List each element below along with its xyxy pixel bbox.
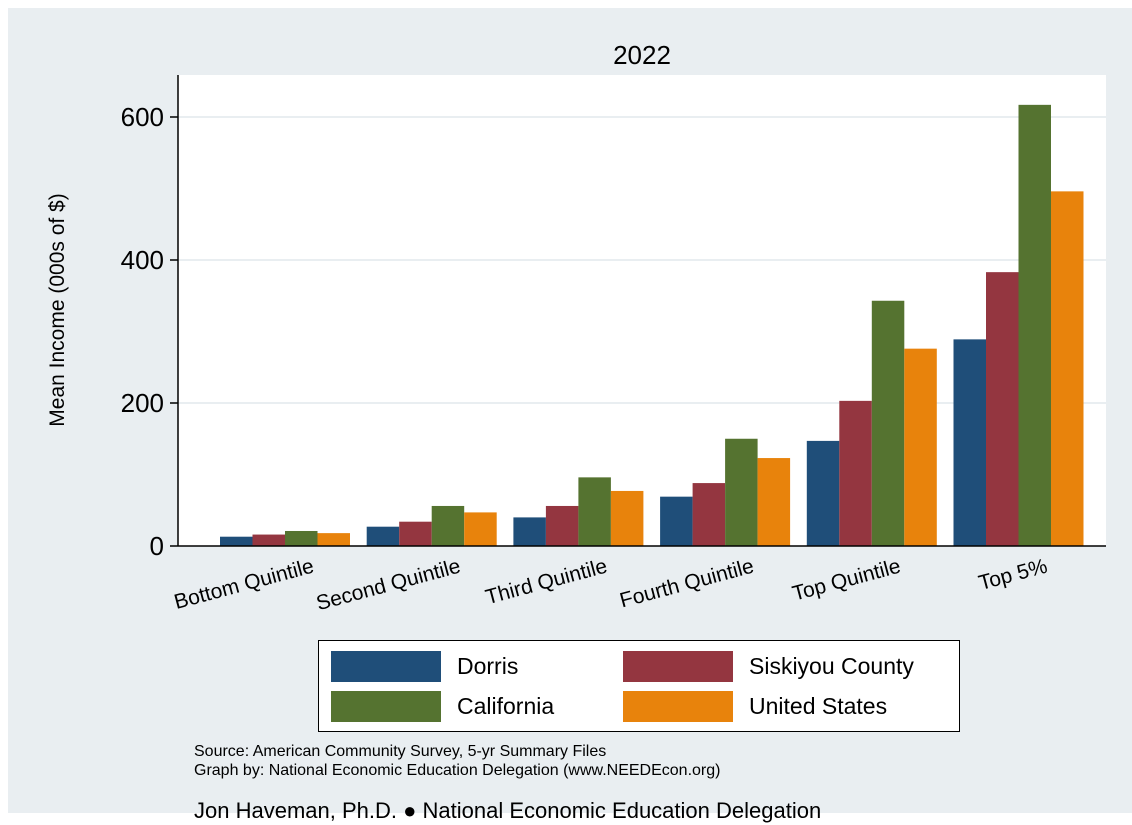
bar	[1051, 191, 1084, 547]
bar	[692, 483, 726, 546]
plot-area	[178, 75, 1106, 546]
legend-item-dorris: Dorris	[331, 651, 518, 682]
bar	[464, 512, 497, 546]
x-tick-label: Top Quintile	[790, 555, 903, 606]
bar	[317, 533, 350, 546]
bar	[904, 348, 937, 546]
legend-item-california: California	[331, 691, 554, 722]
bar	[871, 300, 905, 546]
y-tick-label: 400	[121, 245, 164, 275]
bar	[1018, 104, 1051, 546]
x-tick-label: Top 5%	[976, 555, 1050, 595]
bar	[757, 458, 791, 546]
bar	[399, 521, 432, 546]
bar	[953, 339, 986, 546]
bar	[660, 496, 693, 546]
legend-swatch	[623, 691, 733, 722]
x-tick-label: Third Quintile	[483, 555, 610, 610]
legend-swatch	[331, 691, 441, 722]
footer-text: Jon Haveman, Ph.D. ● National Economic E…	[194, 798, 822, 823]
y-tick-label: 600	[121, 102, 164, 132]
bar	[610, 490, 644, 546]
y-tick-label: 0	[150, 531, 164, 561]
bar	[986, 272, 1019, 546]
bar	[839, 400, 872, 546]
bar	[545, 505, 579, 546]
bar	[366, 526, 400, 546]
bar	[431, 505, 465, 546]
y-tick-label: 200	[121, 388, 164, 418]
x-tick-label: Second Quintile	[314, 555, 463, 616]
legend-swatch	[623, 651, 733, 682]
bar	[285, 530, 318, 546]
legend-item-siskiyou: Siskiyou County	[623, 651, 914, 682]
legend-item-united-states: United States	[623, 691, 887, 722]
legend-label: United States	[749, 693, 888, 719]
x-tick-label: Fourth Quintile	[617, 555, 756, 613]
bar	[252, 534, 285, 546]
bar	[220, 536, 253, 546]
bar	[806, 440, 840, 546]
bar	[725, 438, 758, 546]
legend-label: Dorris	[457, 653, 519, 679]
source-line: Source: American Community Survey, 5-yr …	[194, 743, 607, 760]
bar	[513, 517, 546, 546]
legend-label: California	[457, 693, 555, 719]
legend-swatch	[331, 651, 441, 682]
chart-title: 2022	[613, 40, 671, 70]
legend-label: Siskiyou County	[749, 653, 914, 679]
x-tick-label: Bottom Quintile	[172, 555, 317, 614]
credit-line: Graph by: National Economic Education De…	[194, 762, 721, 779]
legend: Dorris Siskiyou County California United…	[318, 640, 960, 732]
bar	[578, 477, 611, 546]
